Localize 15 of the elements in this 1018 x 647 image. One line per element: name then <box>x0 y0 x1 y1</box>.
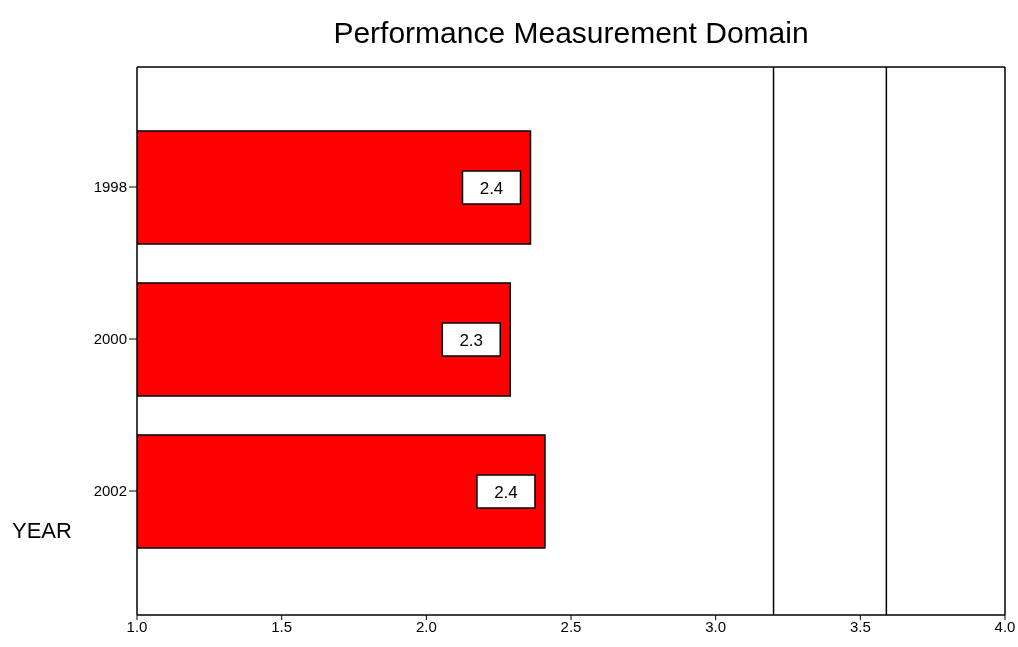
data-label: 2.4 <box>494 482 518 502</box>
x-tick-label: 3.0 <box>705 617 727 635</box>
chart-title: Performance Measurement Domain <box>332 16 810 50</box>
x-tick-label: 3.5 <box>849 617 871 635</box>
x-tick-label: 1.0 <box>126 617 148 635</box>
y-tick-label: 2000 <box>93 330 127 348</box>
x-tick-label: 1.5 <box>271 617 293 635</box>
y-tick-label: 2002 <box>93 482 127 500</box>
x-tick-label: 2.0 <box>415 617 437 635</box>
data-label: 2.4 <box>479 178 504 198</box>
x-tick-label: 2.5 <box>560 617 582 635</box>
y-axis-title: YEAR <box>12 518 72 543</box>
y-tick-label: 1998 <box>93 178 127 196</box>
data-label: 2.3 <box>459 330 484 350</box>
x-tick-label: 4.0 <box>994 617 1016 635</box>
